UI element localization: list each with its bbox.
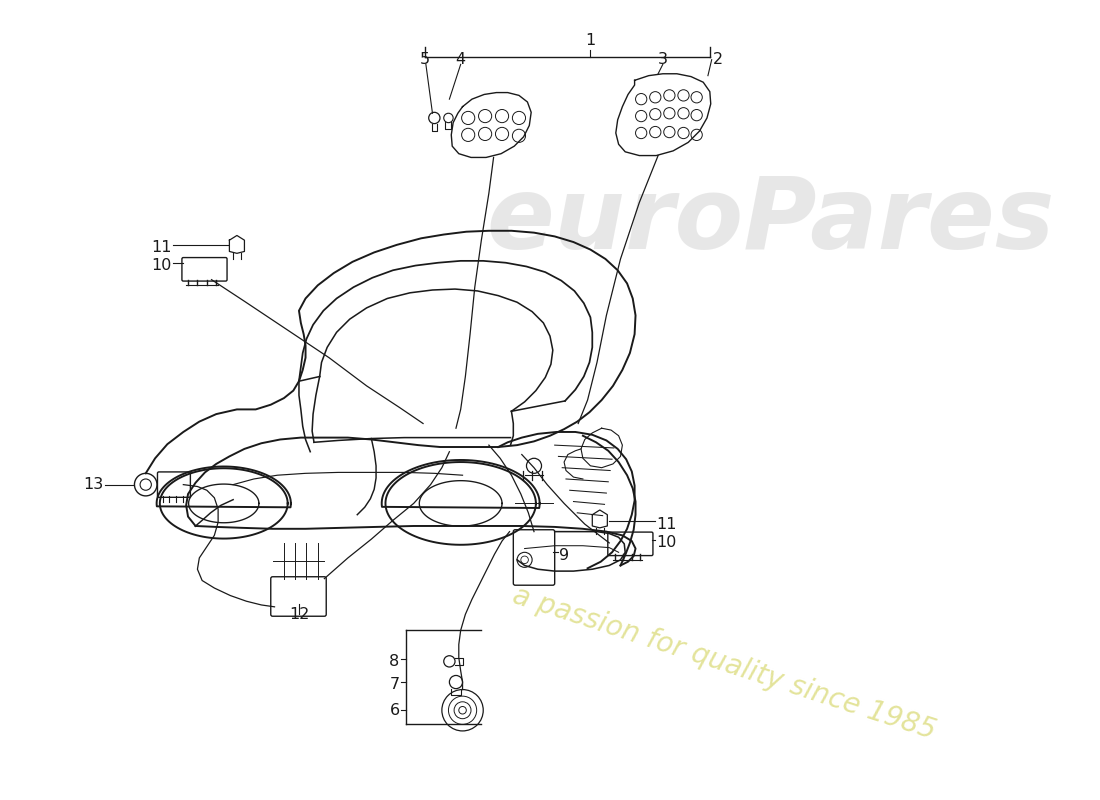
Text: 9: 9 xyxy=(560,548,570,562)
Text: 10: 10 xyxy=(152,258,172,273)
Text: 7: 7 xyxy=(389,678,399,692)
Text: 11: 11 xyxy=(152,240,172,255)
Text: 4: 4 xyxy=(455,52,465,67)
Text: 12: 12 xyxy=(289,607,309,622)
Text: 11: 11 xyxy=(657,517,676,531)
Text: euroPares: euroPares xyxy=(486,173,1055,270)
Text: 6: 6 xyxy=(389,702,399,718)
Text: 13: 13 xyxy=(84,477,103,492)
Text: a passion for quality since 1985: a passion for quality since 1985 xyxy=(509,582,939,745)
Text: 2: 2 xyxy=(713,52,723,67)
Text: 3: 3 xyxy=(658,52,668,67)
Text: 1: 1 xyxy=(585,34,595,48)
Text: 8: 8 xyxy=(389,654,399,669)
Text: 5: 5 xyxy=(420,52,430,67)
Text: 10: 10 xyxy=(657,535,676,550)
